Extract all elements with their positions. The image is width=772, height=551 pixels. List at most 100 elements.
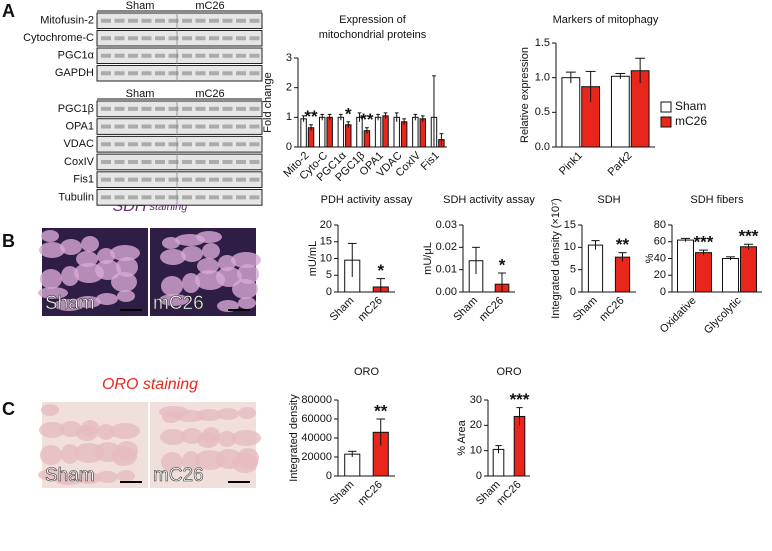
legend-label: mC26 (675, 114, 707, 128)
y-tick-label: 0 (660, 286, 666, 298)
blot-protein-label: Cytochrome-C (23, 32, 94, 44)
bar (337, 116, 345, 148)
significance-mark: ** (616, 235, 630, 254)
staining-texture (159, 294, 189, 306)
blot-band (222, 18, 233, 23)
blot-band (114, 106, 125, 111)
x-tick-label: Sham (328, 479, 357, 508)
staining-texture (237, 264, 259, 284)
x-tick-label: mC26 (356, 295, 385, 324)
x-tick-label: Sham (328, 295, 357, 324)
y-tick-label: 0.01 (436, 264, 457, 276)
blot-band (209, 36, 219, 41)
staining-texture (111, 272, 137, 292)
blot-band (249, 159, 260, 164)
blot-band (249, 18, 260, 23)
y-axis-label: mU/μL (422, 242, 434, 275)
staining-texture (196, 409, 222, 421)
blot-band (168, 71, 179, 76)
staining-texture (181, 246, 203, 262)
staining-texture (116, 257, 138, 277)
y-tick-label: 20 (320, 219, 332, 231)
blot-band (155, 124, 165, 129)
y-tick-label: 10 (564, 241, 576, 253)
blot-band (209, 18, 219, 23)
blot-strip (96, 135, 263, 153)
staining-texture (40, 269, 62, 289)
staining-texture (161, 452, 183, 472)
staining-texture (182, 451, 200, 471)
blot-band (182, 53, 192, 58)
chart-title: Expression of (339, 14, 407, 26)
y-tick-label: 15 (564, 219, 576, 231)
blot-band (114, 36, 125, 41)
chart-title: SDH (597, 194, 620, 206)
y-tick-label: 0.03 (436, 219, 457, 231)
blot-band (168, 18, 179, 23)
blot-band (101, 106, 111, 111)
y-tick-label: 40 (654, 252, 666, 264)
chart-title: ORO (496, 366, 522, 378)
x-tick-label: mC26 (356, 479, 385, 508)
bar (344, 453, 361, 477)
significance-mark: ** (374, 401, 388, 420)
blot-band (155, 18, 165, 23)
blot-band (128, 53, 138, 58)
y-axis-label: Relative expression (519, 47, 531, 143)
x-tick-label: Pink1 (557, 150, 585, 178)
blot-band (222, 106, 233, 111)
significance-mark: ** (304, 107, 318, 126)
blot-band (114, 124, 125, 129)
y-axis-label: Integrated density (×10⁷) (550, 198, 562, 318)
y-axis-label: % Area (456, 419, 468, 455)
blot-band (195, 195, 206, 200)
blot-band (222, 159, 233, 164)
blot-band (168, 36, 179, 41)
blot-protein-label: Fis1 (73, 174, 94, 186)
blot-header: mC26 (195, 88, 224, 100)
blot-band (236, 159, 246, 164)
blot-band (249, 71, 260, 76)
blot-band (195, 142, 206, 147)
blot-band (236, 18, 246, 23)
y-tick-label: 1.5 (535, 37, 550, 49)
staining-texture (160, 429, 186, 445)
blot-band (101, 142, 111, 147)
blot-band (128, 195, 138, 200)
blot-band (141, 142, 152, 147)
blot-band (128, 71, 138, 76)
x-tick-label: Glycolytic (702, 294, 744, 336)
bar (419, 118, 427, 148)
y-tick-label: 80 (654, 219, 666, 231)
staining-texture (216, 449, 242, 469)
blot-band (222, 36, 233, 41)
y-tick-label: 0.02 (436, 241, 457, 253)
x-tick-label: Fis1 (419, 150, 442, 173)
staining-texture (160, 249, 186, 265)
blot-protein-label: PGC1β (58, 103, 94, 115)
staining-texture (61, 444, 79, 464)
blot-band (236, 106, 246, 111)
staining-texture (81, 420, 99, 436)
staining-texture (39, 242, 65, 258)
blot-band (168, 106, 179, 111)
blot-band (101, 159, 111, 164)
bar (492, 448, 505, 477)
bar (722, 258, 739, 293)
y-tick-label: 20 (654, 269, 666, 281)
y-tick-label: 3 (286, 52, 292, 64)
blot-protein-label: CoxIV (64, 156, 95, 168)
blot-strip (96, 171, 263, 189)
blot-band (114, 195, 125, 200)
blot-band (141, 124, 152, 129)
y-axis-label: Fold change (262, 72, 274, 133)
y-tick-label: 20 (470, 419, 482, 431)
blot-band (141, 195, 152, 200)
y-tick-label: 0 (570, 286, 576, 298)
staining-texture (202, 427, 220, 443)
blot-band (168, 195, 179, 200)
chart-title: ORO (354, 366, 380, 378)
blot-band (114, 142, 125, 147)
blot-band (182, 124, 192, 129)
bar (374, 116, 382, 148)
